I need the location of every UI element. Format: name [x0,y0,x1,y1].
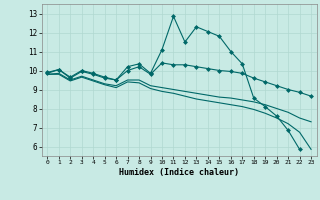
X-axis label: Humidex (Indice chaleur): Humidex (Indice chaleur) [119,168,239,177]
